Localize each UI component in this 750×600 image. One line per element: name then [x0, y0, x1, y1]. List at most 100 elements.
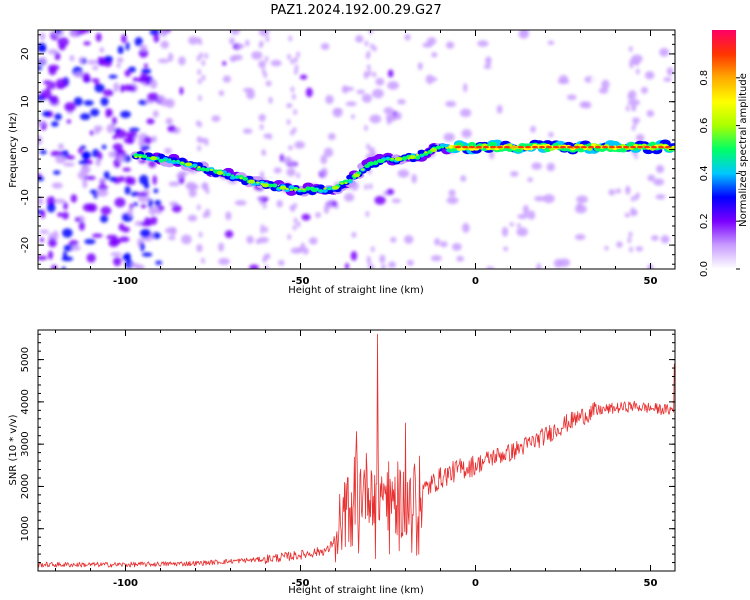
noise-blob: [179, 86, 184, 95]
noise-blob: [629, 246, 634, 253]
noise-blob: [296, 221, 301, 228]
noise-blob: [547, 40, 555, 45]
spectrogram-noise: [38, 30, 674, 269]
noise-blob: [51, 264, 58, 269]
noise-blob: [151, 232, 162, 240]
noise-blob: [431, 52, 438, 58]
noise-blob: [83, 100, 94, 106]
spectrogram-marks: [38, 30, 675, 269]
noise-blob: [388, 261, 397, 269]
noise-blob: [43, 80, 52, 85]
ridge-blob: [226, 173, 230, 176]
noise-blob: [290, 58, 295, 65]
noise-blob: [364, 40, 369, 47]
noise-blob: [289, 204, 294, 211]
noise-blob: [641, 59, 652, 69]
noise-blob: [615, 188, 622, 194]
noise-blob: [198, 121, 203, 128]
ridge-blob: [361, 168, 365, 171]
noise-blob: [48, 250, 54, 260]
noise-blob: [663, 77, 672, 82]
ridge-core: [216, 170, 224, 175]
noise-blob: [576, 195, 588, 204]
noise-blob: [201, 59, 206, 66]
noise-blob: [287, 53, 292, 60]
noise-blob: [100, 97, 109, 107]
noise-blob: [566, 94, 577, 101]
noise-blob: [288, 145, 293, 151]
noise-blob: [38, 119, 44, 127]
ridge-blob: [298, 188, 302, 191]
noise-blob: [276, 199, 283, 208]
noise-blob: [47, 49, 59, 55]
noise-blob: [301, 213, 311, 221]
snr-y-axis: 1000 2000 3000 4000 5000: [20, 333, 675, 572]
ridge-blob: [414, 155, 421, 160]
noise-blob: [134, 36, 143, 47]
noise-blob: [225, 211, 232, 221]
ridge-core: [332, 185, 339, 190]
noise-blob: [199, 52, 204, 59]
noise-blob: [501, 226, 509, 237]
ridge-blob: [372, 161, 379, 166]
noise-blob: [599, 112, 607, 118]
ridge-blob: [340, 182, 344, 185]
ridge-blob: [159, 158, 163, 162]
noise-blob: [125, 252, 131, 262]
noise-blob: [286, 103, 293, 109]
noise-blob: [386, 188, 395, 196]
noise-blob: [165, 98, 175, 108]
noise-blob: [635, 133, 645, 142]
noise-blob: [273, 167, 282, 174]
noise-blob: [132, 77, 139, 82]
noise-blob: [160, 40, 169, 49]
noise-blob: [356, 89, 366, 94]
noise-blob: [61, 228, 73, 238]
chart-title: PAZ1.2024.192.00.29.G27: [270, 3, 441, 18]
ridge-core: [469, 145, 475, 149]
noise-blob: [127, 207, 133, 217]
noise-blob: [368, 264, 375, 269]
noise-blob: [604, 245, 609, 251]
spectrogram-x-axis: -100 -50 0 50: [55, 30, 657, 287]
noise-blob: [78, 221, 85, 231]
noise-blob: [627, 99, 640, 107]
noise-blob: [69, 30, 78, 38]
noise-blob: [659, 47, 670, 57]
ridge-core: [623, 145, 629, 149]
noise-blob: [82, 178, 88, 189]
noise-blob: [222, 75, 231, 83]
colorbar-ticks: 0.0 0.2 0.4 0.6 0.8: [699, 70, 740, 277]
noise-blob: [293, 56, 298, 63]
noise-blob: [509, 222, 514, 227]
noise-blob: [517, 213, 529, 220]
noise-blob: [65, 155, 75, 160]
noise-blob: [116, 63, 121, 68]
noise-blob: [110, 252, 122, 257]
x-tick-label: 0: [472, 578, 479, 589]
noise-blob: [168, 181, 180, 187]
ridge-blob: [197, 166, 201, 169]
y-tick-label: -20: [20, 237, 31, 253]
noise-blob: [627, 93, 632, 100]
ridge-blob: [415, 153, 419, 157]
noise-blob: [632, 105, 637, 112]
ridge-blob: [343, 179, 349, 184]
noise-blob: [46, 84, 51, 92]
noise-blob: [141, 252, 153, 257]
noise-blob: [268, 96, 273, 104]
noise-blob: [38, 209, 44, 215]
noise-blob: [117, 154, 126, 163]
noise-blob: [485, 56, 492, 66]
ridge-core: [602, 145, 608, 149]
noise-blob: [372, 88, 384, 99]
noise-blob: [105, 108, 111, 118]
noise-blob: [121, 226, 131, 233]
noise-blob: [94, 128, 100, 135]
noise-blob: [143, 181, 150, 190]
noise-blob: [143, 136, 153, 145]
ridge-blob: [390, 157, 394, 160]
noise-blob: [590, 75, 602, 86]
noise-blob: [80, 145, 86, 150]
ridge-blob: [348, 178, 352, 182]
